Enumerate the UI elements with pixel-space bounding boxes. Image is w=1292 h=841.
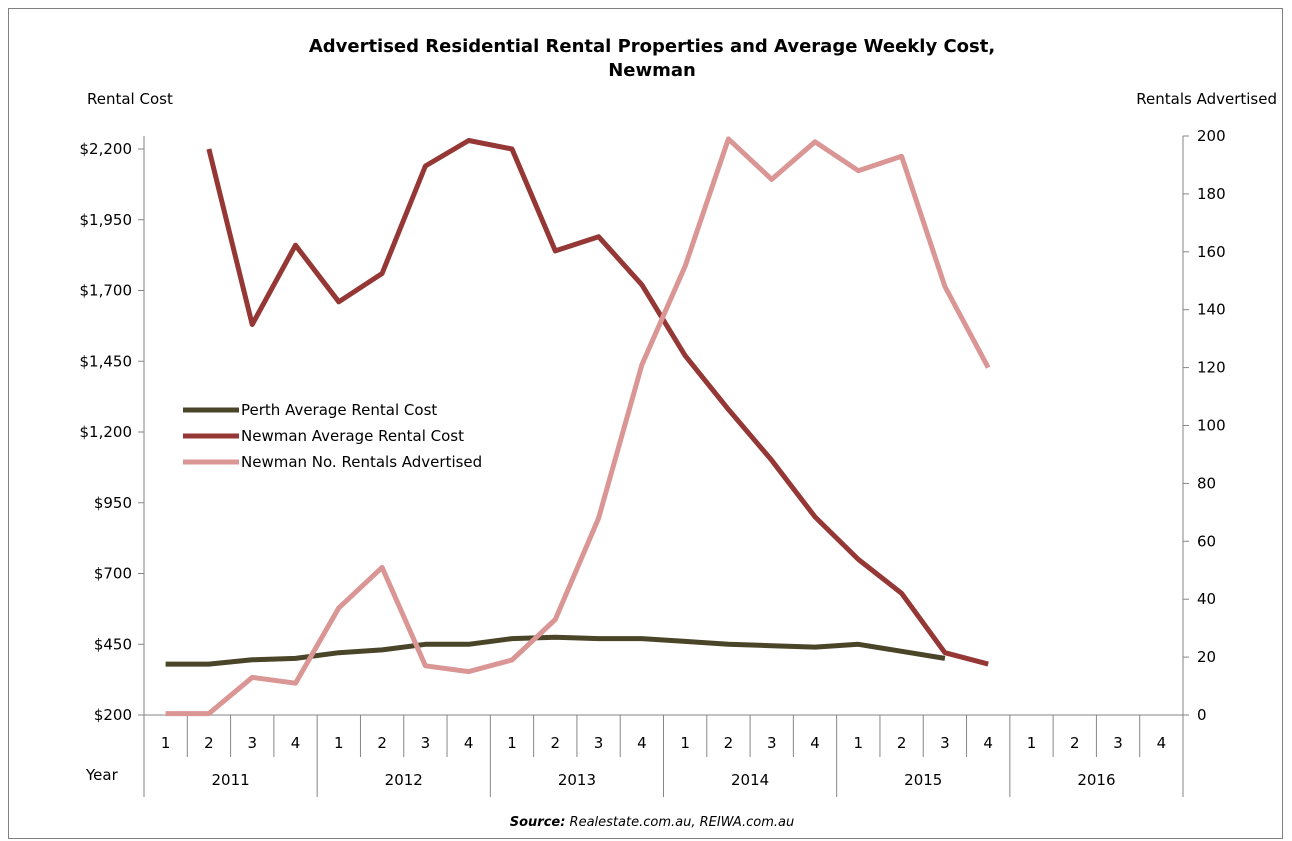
right-tick-label: 20 (1197, 648, 1216, 666)
right-tick-label: 40 (1197, 590, 1216, 608)
left-tick-label: $1,700 (80, 282, 133, 300)
source-text: Realestate.com.au, REIWA.com.au (565, 815, 794, 830)
left-tick-label: $700 (94, 565, 132, 583)
quarter-label: 4 (810, 734, 820, 752)
quarter-label: 4 (1157, 734, 1167, 752)
quarter-label: 2 (897, 734, 907, 752)
left-tick-label: $1,950 (80, 211, 133, 229)
axes: $200 $450 $700 $950 $1,200 $1,450 $1,700 $1,950… (80, 127, 1226, 797)
quarter-label: 2 (377, 734, 387, 752)
series-lines (165, 136, 991, 717)
quarter-label: 1 (680, 734, 690, 752)
year-label: 2015 (904, 771, 942, 789)
source-note: Source: Realestate.com.au, REIWA.com.au (510, 815, 795, 830)
quarter-label: 1 (161, 734, 171, 752)
left-tick-label: $450 (94, 635, 132, 653)
quarter-label: 3 (247, 734, 257, 752)
year-label: 2014 (731, 771, 769, 789)
right-tick-label: 120 (1197, 359, 1226, 377)
legend: Perth Average Rental Cost Newman Average … (183, 401, 482, 471)
legend-label-newman-average-rental-cost: Newman Average Rental Cost (241, 427, 464, 445)
right-tick-label: 180 (1197, 185, 1226, 203)
quarter-label: 3 (767, 734, 777, 752)
legend-label-newman-no-rentals-advertised: Newman No. Rentals Advertised (241, 453, 482, 471)
left-tick-label: $200 (94, 706, 132, 724)
quarter-label: 3 (1113, 734, 1123, 752)
quarter-label: 1 (1027, 734, 1037, 752)
left-tick-label: $1,200 (80, 423, 133, 441)
quarter-label: 1 (507, 734, 517, 752)
year-label: 2016 (1077, 771, 1115, 789)
legend-label-perth-average-rental-cost: Perth Average Rental Cost (241, 401, 437, 419)
series-line-perth-average-rental-cost (165, 634, 946, 667)
right-tick-label: 140 (1197, 301, 1226, 319)
right-axis-title: Rentals Advertised (1136, 90, 1277, 108)
right-tick-label: 100 (1197, 417, 1226, 435)
source-prefix: Source: (510, 815, 566, 830)
quarter-label: 3 (594, 734, 604, 752)
right-tick-label: 200 (1197, 127, 1226, 145)
right-tick-label: 80 (1197, 474, 1216, 492)
quarter-label: 4 (464, 734, 474, 752)
series-line-newman-average-rental-cost (206, 138, 989, 667)
quarter-label: 4 (983, 734, 993, 752)
quarter-label: 3 (940, 734, 950, 752)
quarter-label: 2 (204, 734, 214, 752)
quarter-label: 2 (1070, 734, 1080, 752)
left-tick-label: $1,450 (80, 352, 133, 370)
right-tick-label: 0 (1197, 706, 1207, 724)
year-label: 2013 (558, 771, 596, 789)
quarter-label: 1 (854, 734, 864, 752)
series-line-newman-no-rentals-advertised (165, 136, 991, 717)
year-label: 2012 (385, 771, 423, 789)
quarter-label: 2 (550, 734, 560, 752)
year-axis-title: Year (85, 766, 119, 784)
right-tick-label: 60 (1197, 532, 1216, 550)
left-axis-title: Rental Cost (87, 90, 173, 108)
quarter-label: 2 (724, 734, 734, 752)
quarter-label: 4 (291, 734, 301, 752)
quarter-label: 3 (421, 734, 431, 752)
left-tick-label: $2,200 (80, 140, 133, 158)
left-tick-label: $950 (94, 494, 132, 512)
quarter-label: 4 (637, 734, 647, 752)
quarter-label: 1 (334, 734, 344, 752)
year-label: 2011 (211, 771, 249, 789)
chart-title-line1: Advertised Residential Rental Properties… (309, 36, 995, 57)
chart-frame (8, 8, 1283, 839)
right-tick-label: 160 (1197, 243, 1226, 261)
chart-title-line2: Newman (608, 60, 696, 81)
